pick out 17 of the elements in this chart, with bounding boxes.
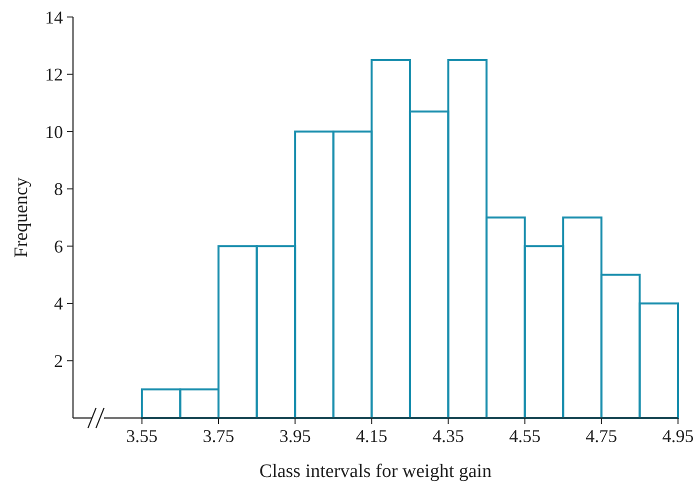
x-axis-title: Class intervals for weight gain [259, 461, 492, 482]
y-tick-label: 2 [54, 351, 63, 372]
x-tick-label: 4.15 [356, 426, 388, 446]
x-tick-label: 4.35 [432, 426, 464, 446]
y-axis-title: Frequency [11, 176, 32, 258]
y-tick-label: 8 [54, 179, 63, 200]
y-tick-label: 10 [45, 122, 63, 142]
y-tick-label: 12 [45, 64, 63, 85]
x-tick-label: 3.55 [126, 426, 158, 446]
x-tick-label: 3.75 [202, 426, 234, 446]
x-tick-label: 4.55 [509, 426, 541, 446]
x-tick-label: 4.95 [662, 426, 694, 446]
y-tick-label: 14 [45, 7, 63, 28]
y-tick-label: 6 [54, 236, 63, 256]
x-tick-label: 3.95 [279, 426, 311, 446]
y-tick-label: 4 [54, 294, 63, 314]
x-tick-label: 4.75 [586, 426, 618, 446]
